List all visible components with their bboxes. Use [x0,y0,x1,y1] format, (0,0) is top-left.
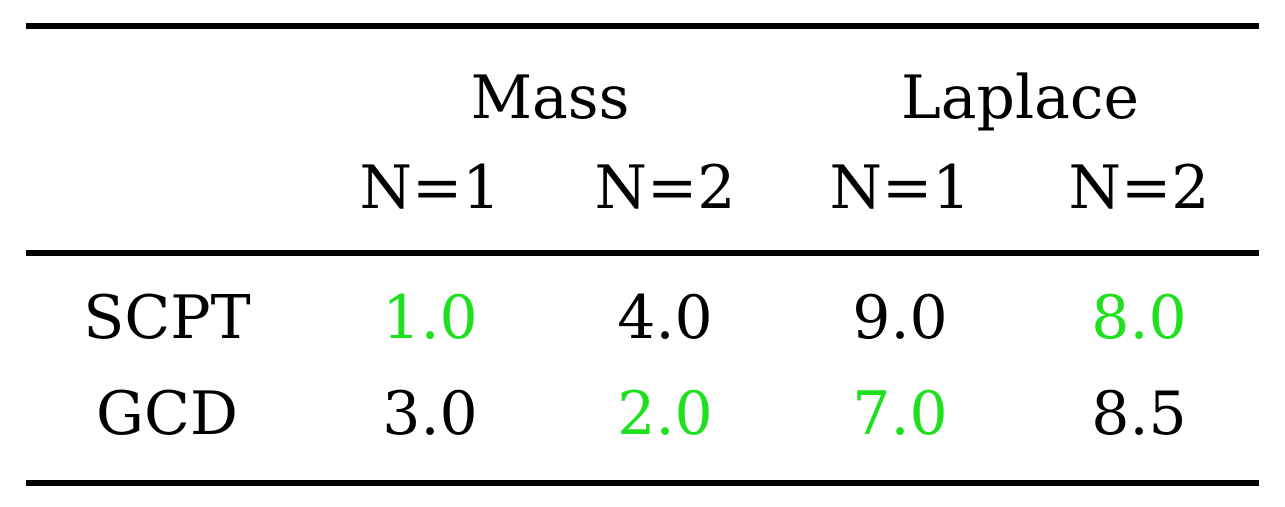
row-label-gcd: GCD [96,379,238,449]
cell-gcd-laplace-n1: 7.0 [852,379,948,449]
cell-scpt-laplace-n2: 8.0 [1091,283,1187,353]
cell-scpt-mass-n2: 4.0 [617,283,713,353]
top-rule [26,23,1259,29]
group-header-mass: Mass [470,63,630,133]
cell-gcd-laplace-n2: 8.5 [1091,379,1187,449]
group-header-laplace: Laplace [900,63,1140,133]
subheader-laplace-n2: N=2 [1068,153,1210,223]
row-label-scpt: SCPT [83,283,251,353]
cell-scpt-mass-n1: 1.0 [382,283,478,353]
bottom-rule [26,480,1259,486]
cell-gcd-mass-n1: 3.0 [382,379,478,449]
cell-scpt-laplace-n1: 9.0 [852,283,948,353]
subheader-laplace-n1: N=1 [829,153,971,223]
header-rule [26,250,1259,256]
cell-gcd-mass-n2: 2.0 [617,379,713,449]
subheader-mass-n2: N=2 [594,153,736,223]
subheader-mass-n1: N=1 [359,153,501,223]
